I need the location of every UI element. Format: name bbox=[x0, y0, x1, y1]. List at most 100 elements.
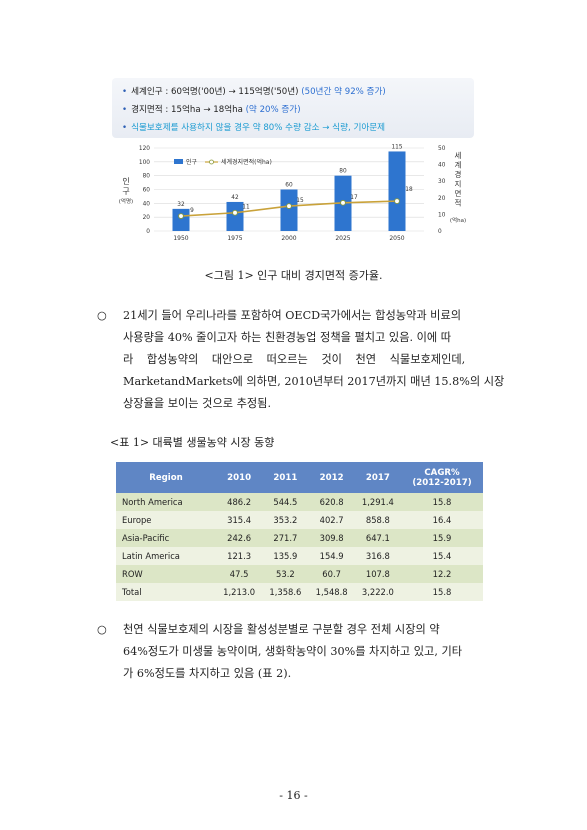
right-tick-label: 30 bbox=[438, 179, 446, 185]
farmland-data-label: 15 bbox=[296, 198, 304, 204]
right-axis-label: 세계경지면적 bbox=[455, 151, 462, 208]
value-cell: 271.7 bbox=[262, 529, 309, 547]
x-tick-label: 2050 bbox=[389, 235, 404, 242]
page-number: - 16 - bbox=[279, 789, 308, 802]
left-tick-label: 0 bbox=[146, 229, 150, 235]
value-cell: 15.9 bbox=[401, 529, 483, 547]
left-tick-label: 40 bbox=[143, 201, 151, 207]
header-cagr: CAGR% (2012-2017) bbox=[401, 462, 483, 493]
right-axis-label-char: 세 bbox=[455, 151, 462, 160]
value-cell: 107.8 bbox=[354, 565, 401, 583]
farmland-data-label: 9 bbox=[190, 208, 194, 214]
para2-line-2: 64%정도가 미생물 농약이며, 생화학농약이 30%를 차지하고 있고, 기타 bbox=[123, 645, 463, 658]
population-data-label: 60 bbox=[285, 183, 293, 189]
summary-infobox: • 세계인구 : 60억명('00년) → 115억명('50년) (50년간 약… bbox=[112, 78, 474, 138]
left-tick-label: 80 bbox=[143, 174, 151, 180]
left-axis-unit: (억명) bbox=[119, 197, 133, 205]
x-tick-label: 2025 bbox=[335, 235, 350, 242]
farmland-point bbox=[178, 213, 184, 219]
population-note: (50년간 약 92% 증가) bbox=[301, 87, 386, 97]
header-region: Region bbox=[116, 462, 216, 493]
farmland-data-label: 18 bbox=[405, 187, 413, 193]
region-cell: Asia-Pacific bbox=[116, 529, 216, 547]
right-tick-label: 10 bbox=[438, 212, 446, 218]
para1-line-2: 사용량을 40% 줄이고자 하는 친환경농업 정책을 펼치고 있음. 이에 따 bbox=[123, 331, 452, 344]
value-cell: 15.8 bbox=[401, 493, 483, 511]
population-farmland-chart: 32 1950 42 1975 60 2000 80 2025 115 2050 9 11 15 17 18… bbox=[112, 140, 474, 250]
value-cell: 15.8 bbox=[401, 583, 483, 601]
right-tick-label: 50 bbox=[438, 146, 446, 152]
farmland-point bbox=[286, 203, 292, 209]
population-bar bbox=[172, 208, 190, 231]
value-cell: 647.1 bbox=[354, 529, 401, 547]
value-cell: 402.7 bbox=[308, 511, 355, 529]
value-cell: 12.2 bbox=[401, 565, 483, 583]
chart-legend: 인구 세계경지면적(억ha) bbox=[174, 158, 272, 166]
value-cell: 53.2 bbox=[262, 565, 309, 583]
header-cagr-label: CAGR% bbox=[424, 467, 460, 478]
region-cell: North America bbox=[116, 493, 216, 511]
right-tick-label: 0 bbox=[438, 229, 442, 235]
paragraph-bullet: ○ bbox=[97, 623, 107, 636]
farmland-point bbox=[232, 209, 238, 216]
left-tick-label: 100 bbox=[139, 160, 150, 166]
value-cell: 353.2 bbox=[262, 511, 309, 529]
x-tick-label: 2000 bbox=[281, 235, 296, 242]
table-row: Total 1,213.0 1,358.6 1,548.8 3,222.0 15.8 bbox=[116, 583, 483, 601]
x-tick-label: 1975 bbox=[227, 235, 242, 242]
farmland-text: 경지면적 : 15억ha → 18억ha bbox=[131, 105, 243, 115]
left-axis-label-char-1: 인 bbox=[122, 176, 129, 186]
value-cell: 309.8 bbox=[308, 529, 355, 547]
para1-line-4: MarketandMarkets에 의하면, 2010년부터 2017년까지 매… bbox=[123, 375, 505, 388]
value-cell: 1,548.8 bbox=[308, 583, 355, 601]
value-cell: 1,358.6 bbox=[262, 583, 309, 601]
legend-farmland: 세계경지면적(억ha) bbox=[221, 158, 272, 166]
region-cell: Europe bbox=[116, 511, 216, 529]
value-cell: 620.8 bbox=[308, 493, 355, 511]
table-row: Asia-Pacific 242.6 271.7 309.8 647.1 15.9 bbox=[116, 529, 483, 547]
table-row: Europe 315.4 353.2 402.7 858.8 16.4 bbox=[116, 511, 483, 529]
right-tick-label: 20 bbox=[438, 196, 446, 202]
population-bar bbox=[388, 151, 406, 231]
header-2010: 2010 bbox=[216, 462, 263, 493]
header-2012: 2012 bbox=[308, 462, 355, 493]
biopesticide-market-table: Region 2010 2011 2012 2017 CAGR% (2012-2… bbox=[116, 462, 483, 601]
table-row: Latin America 121.3 135.9 154.9 316.8 15.4 bbox=[116, 547, 483, 565]
value-cell: 60.7 bbox=[308, 565, 355, 583]
infobox-line-population: • 세계인구 : 60억명('00년) → 115억명('50년) (50년간 약… bbox=[122, 87, 386, 97]
population-data-label: 42 bbox=[231, 195, 239, 201]
value-cell: 1,291.4 bbox=[354, 493, 401, 511]
region-cell: ROW bbox=[116, 565, 216, 583]
value-cell: 16.4 bbox=[401, 511, 483, 529]
header-2011: 2011 bbox=[262, 462, 309, 493]
right-axis-label-char: 경 bbox=[455, 169, 462, 179]
right-tick-label: 40 bbox=[438, 163, 446, 169]
value-cell: 544.5 bbox=[262, 493, 309, 511]
para1-line-5: 상장율을 보이는 것으로 추정됨. bbox=[123, 397, 272, 410]
para2-line-3: 가 6%정도를 차지하고 있음 (표 2). bbox=[123, 667, 292, 680]
right-axis-label-char: 지 bbox=[455, 180, 462, 189]
farmland-note: (약 20% 증가) bbox=[245, 105, 301, 115]
farmland-point bbox=[394, 198, 400, 204]
legend-population: 인구 bbox=[186, 159, 198, 166]
table-title: <표 1> 대륙별 생물농약 시장 동향 bbox=[110, 436, 275, 449]
value-cell: 135.9 bbox=[262, 547, 309, 565]
infobox-line-farmland: • 경지면적 : 15억ha → 18억ha (약 20% 증가) bbox=[122, 105, 301, 115]
value-cell: 858.8 bbox=[354, 511, 401, 529]
right-axis-label-char: 적 bbox=[455, 198, 462, 208]
left-tick-label: 120 bbox=[139, 146, 150, 152]
value-cell: 1,213.0 bbox=[216, 583, 263, 601]
table-row: ROW 47.5 53.2 60.7 107.8 12.2 bbox=[116, 565, 483, 583]
paragraph-active-ingredient: ○ 천연 식물보호제의 시장을 활성성분별로 구분할 경우 전체 시장의 약 6… bbox=[97, 619, 497, 689]
legend-marker bbox=[209, 159, 214, 165]
value-cell: 154.9 bbox=[308, 547, 355, 565]
left-tick-label: 20 bbox=[143, 215, 151, 221]
population-data-label: 80 bbox=[339, 169, 347, 175]
table-row: North America 486.2 544.5 620.8 1,291.4 15.8 bbox=[116, 493, 483, 511]
right-axis-unit: (억ha) bbox=[450, 216, 466, 224]
header-cagr-period: (2012-2017) bbox=[412, 477, 472, 488]
population-data-label: 32 bbox=[177, 202, 185, 208]
value-cell: 316.8 bbox=[354, 547, 401, 565]
protection-text: 식물보호제를 사용하지 않을 경우 약 80% 수량 감소 → 식량, 기아문제 bbox=[131, 123, 386, 133]
para2-line-1: 천연 식물보호제의 시장을 활성성분별로 구분할 경우 전체 시장의 약 bbox=[123, 623, 440, 636]
